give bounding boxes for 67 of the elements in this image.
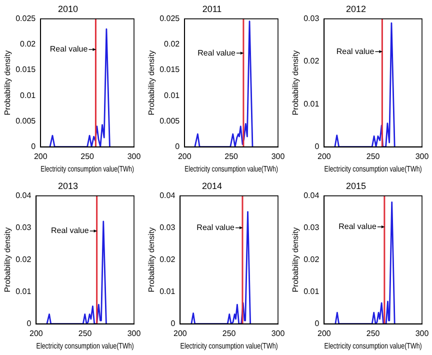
y-tick-label: 0.01: [164, 90, 180, 100]
y-tick-label: 0.03: [160, 223, 176, 232]
chart-title: 2012: [346, 4, 366, 14]
chart-title: 2014: [202, 180, 222, 191]
y-tick-label: 0.04: [160, 191, 176, 200]
annotation: Real value: [198, 48, 236, 58]
x-tick-label: 200: [317, 152, 332, 161]
y-tick-label: 0.025: [16, 14, 36, 24]
y-tick-label: 0.04: [304, 191, 320, 200]
y-tick-label: 0.01: [20, 90, 36, 100]
y-tick-label: 0: [314, 142, 320, 152]
y-tick-label: 0: [175, 142, 180, 152]
chart-title: 2010: [58, 4, 78, 14]
x-tick-label: 300: [127, 152, 142, 161]
y-tick-label: 0.04: [16, 191, 32, 200]
x-tick-label: 250: [366, 152, 380, 161]
y-tick-label: 0.01: [16, 287, 32, 296]
y-tick-label: 0.005: [16, 116, 36, 126]
x-tick-label: 250: [80, 152, 95, 161]
annotation: Real value: [338, 222, 377, 232]
annotation: Real value: [50, 44, 88, 54]
x-tick-label: 250: [224, 152, 239, 161]
y-tick-label: 0.01: [160, 287, 176, 296]
y-tick-label: 0: [314, 319, 320, 328]
x-tick-label: 250: [78, 328, 92, 338]
x-tick-label: 250: [366, 328, 380, 338]
y-tick-label: 0.015: [160, 65, 180, 74]
y-axis-title: Probability density: [147, 50, 156, 116]
y-tick-label: 0.005: [160, 116, 180, 126]
y-axis-title: Probability density: [147, 227, 156, 292]
x-tick-label: 200: [317, 328, 332, 338]
y-tick-label: 0.02: [304, 56, 320, 66]
y-tick-label: 0: [170, 319, 176, 328]
x-tick-label: 300: [271, 328, 286, 338]
y-tick-label: 0.02: [16, 255, 32, 264]
y-tick-label: 0.015: [16, 65, 36, 74]
y-tick-label: 0.01: [304, 287, 320, 296]
x-tick-label: 300: [415, 328, 430, 338]
chart-title: 2013: [58, 180, 78, 191]
x-tick-label: 200: [34, 152, 48, 161]
y-tick-label: 0.02: [304, 255, 320, 264]
y-axis-title: Probability density: [291, 227, 300, 292]
x-tick-label: 200: [29, 328, 44, 338]
annotation: Real value: [51, 226, 90, 236]
x-tick-label: 200: [173, 328, 188, 338]
y-axis-title: Probability density: [3, 227, 12, 292]
y-tick-label: 0.03: [304, 223, 320, 232]
y-tick-label: 0.01: [304, 99, 320, 108]
annotation: Real value: [336, 46, 375, 56]
y-tick-label: 0: [26, 319, 32, 328]
y-tick-label: 0.02: [20, 40, 36, 49]
y-tick-label: 0: [31, 142, 36, 152]
y-axis-title: Probability density: [291, 50, 300, 116]
y-tick-label: 0.03: [304, 14, 320, 24]
y-axis-title: Probability density: [3, 50, 12, 116]
annotation: Real value: [196, 223, 236, 232]
y-tick-label: 0.02: [164, 40, 180, 49]
x-tick-label: 300: [271, 152, 286, 161]
x-tick-label: 300: [127, 328, 142, 338]
y-tick-label: 0.02: [160, 255, 176, 264]
x-tick-label: 300: [415, 152, 430, 161]
chart-title: 2015: [346, 180, 366, 191]
y-tick-label: 0.03: [16, 223, 32, 232]
x-tick-label: 250: [222, 328, 236, 338]
x-tick-label: 200: [178, 152, 192, 161]
y-tick-label: 0.025: [160, 14, 180, 24]
chart-title: 2011: [202, 4, 222, 14]
